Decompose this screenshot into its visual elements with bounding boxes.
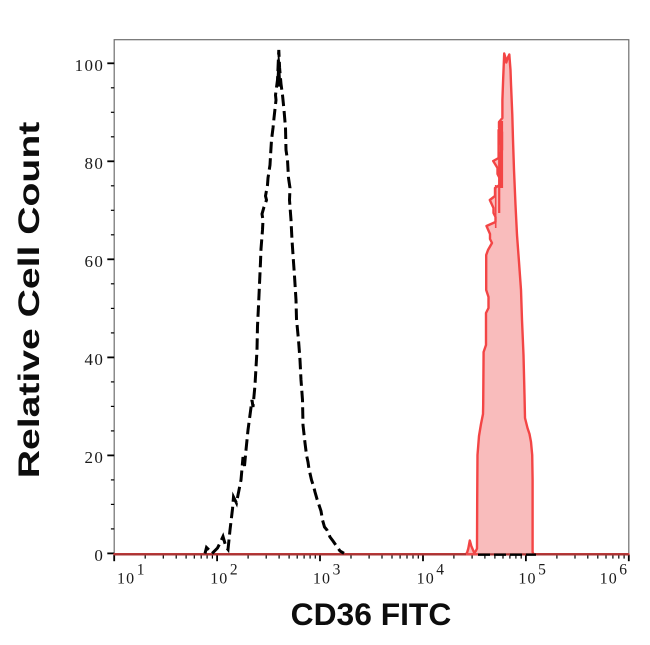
svg-text:10: 10 (417, 571, 435, 588)
svg-text:Relative Cell Count: Relative Cell Count (13, 122, 46, 479)
svg-text:10: 10 (313, 571, 331, 588)
svg-text:60: 60 (84, 252, 104, 271)
svg-text:3: 3 (333, 562, 341, 579)
svg-text:5: 5 (538, 562, 546, 579)
svg-text:1: 1 (137, 562, 145, 579)
svg-text:10: 10 (210, 571, 228, 588)
svg-text:10: 10 (117, 571, 135, 588)
svg-text:10: 10 (518, 571, 536, 588)
svg-text:0: 0 (94, 546, 104, 565)
svg-text:4: 4 (436, 562, 444, 579)
svg-text:2: 2 (230, 562, 238, 579)
svg-text:80: 80 (84, 154, 104, 173)
svg-text:CD36 FITC: CD36 FITC (291, 596, 452, 632)
svg-text:100: 100 (75, 56, 105, 75)
svg-text:20: 20 (84, 448, 104, 467)
svg-text:6: 6 (619, 562, 627, 579)
svg-text:10: 10 (600, 571, 618, 588)
svg-text:40: 40 (84, 350, 104, 369)
